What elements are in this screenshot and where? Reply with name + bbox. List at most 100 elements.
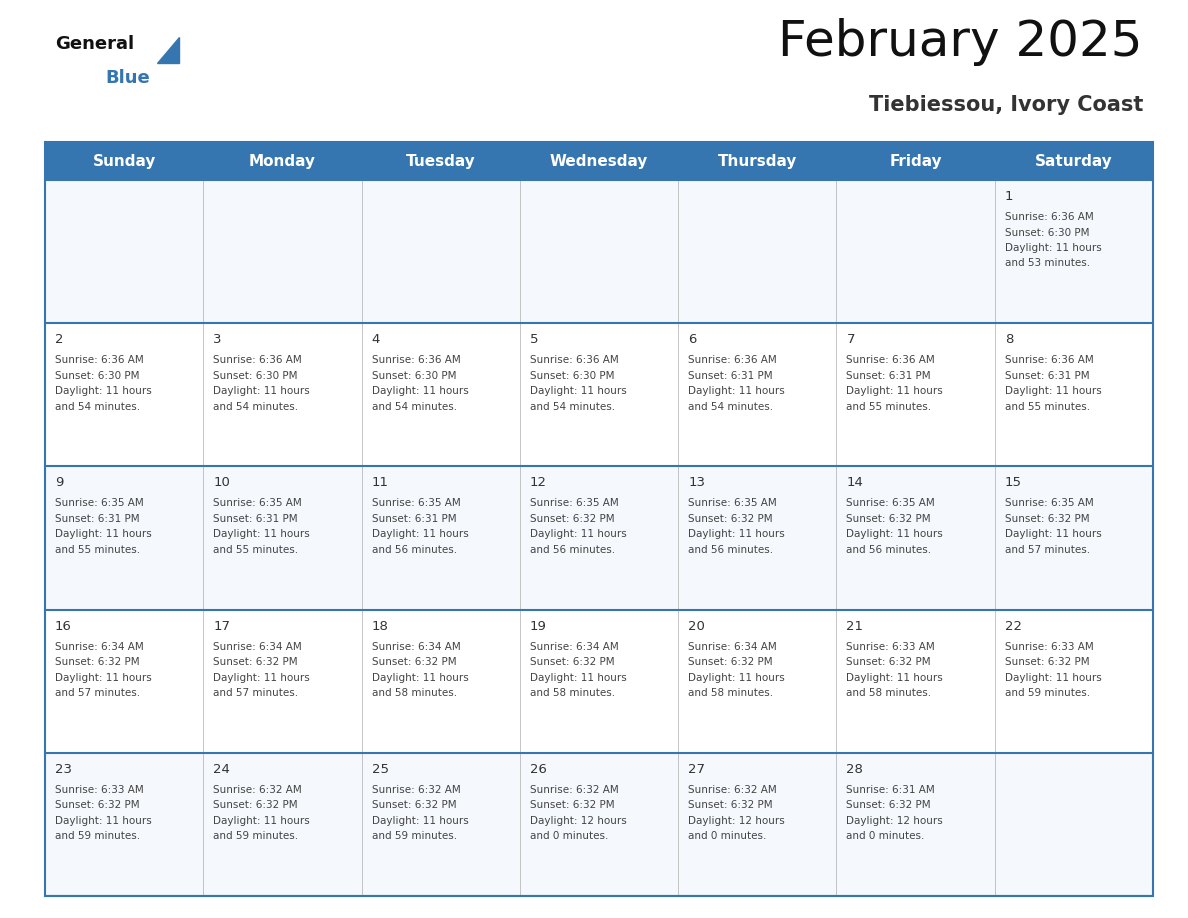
Text: 12: 12 (530, 476, 546, 489)
Text: Daylight: 11 hours: Daylight: 11 hours (1005, 386, 1101, 397)
Text: Sunset: 6:31 PM: Sunset: 6:31 PM (846, 371, 931, 381)
Text: Blue: Blue (105, 69, 150, 87)
Bar (45, 610, 1154, 753)
Text: and 54 minutes.: and 54 minutes. (688, 402, 773, 411)
Text: Sunrise: 6:35 AM: Sunrise: 6:35 AM (214, 498, 302, 509)
Text: Daylight: 11 hours: Daylight: 11 hours (55, 816, 152, 826)
Text: Sunrise: 6:35 AM: Sunrise: 6:35 AM (688, 498, 777, 509)
Text: Daylight: 11 hours: Daylight: 11 hours (372, 386, 468, 397)
Text: Friday: Friday (890, 153, 942, 169)
Text: Daylight: 11 hours: Daylight: 11 hours (372, 816, 468, 826)
Text: Sunrise: 6:35 AM: Sunrise: 6:35 AM (372, 498, 460, 509)
Text: 17: 17 (214, 620, 230, 633)
Text: Sunset: 6:32 PM: Sunset: 6:32 PM (846, 657, 931, 667)
Text: Sunrise: 6:34 AM: Sunrise: 6:34 AM (214, 642, 302, 652)
Text: Sunrise: 6:36 AM: Sunrise: 6:36 AM (214, 355, 302, 365)
Text: 25: 25 (372, 763, 388, 776)
Text: Sunset: 6:30 PM: Sunset: 6:30 PM (1005, 228, 1089, 238)
Text: Daylight: 11 hours: Daylight: 11 hours (372, 673, 468, 683)
Bar (45, 753, 1154, 896)
Text: Sunset: 6:32 PM: Sunset: 6:32 PM (688, 657, 772, 667)
Text: Daylight: 11 hours: Daylight: 11 hours (214, 386, 310, 397)
Text: Sunrise: 6:34 AM: Sunrise: 6:34 AM (530, 642, 619, 652)
Text: Sunset: 6:30 PM: Sunset: 6:30 PM (372, 371, 456, 381)
Text: Daylight: 11 hours: Daylight: 11 hours (846, 673, 943, 683)
Text: and 55 minutes.: and 55 minutes. (55, 545, 140, 554)
Text: Daylight: 11 hours: Daylight: 11 hours (846, 386, 943, 397)
Text: Sunrise: 6:36 AM: Sunrise: 6:36 AM (1005, 212, 1093, 222)
Text: Sunrise: 6:35 AM: Sunrise: 6:35 AM (55, 498, 144, 509)
Text: and 54 minutes.: and 54 minutes. (214, 402, 298, 411)
Text: 23: 23 (55, 763, 72, 776)
Text: 3: 3 (214, 333, 222, 346)
Text: Sunrise: 6:32 AM: Sunrise: 6:32 AM (530, 785, 619, 795)
Text: and 54 minutes.: and 54 minutes. (372, 402, 456, 411)
Text: Sunset: 6:32 PM: Sunset: 6:32 PM (55, 657, 140, 667)
Text: Daylight: 11 hours: Daylight: 11 hours (846, 530, 943, 540)
Text: 7: 7 (846, 333, 855, 346)
Text: and 55 minutes.: and 55 minutes. (846, 402, 931, 411)
Text: Sunrise: 6:31 AM: Sunrise: 6:31 AM (846, 785, 935, 795)
Text: Sunrise: 6:34 AM: Sunrise: 6:34 AM (372, 642, 460, 652)
Text: 28: 28 (846, 763, 864, 776)
Text: Sunset: 6:32 PM: Sunset: 6:32 PM (530, 514, 614, 524)
Text: 9: 9 (55, 476, 63, 489)
Text: 10: 10 (214, 476, 230, 489)
Text: and 56 minutes.: and 56 minutes. (688, 545, 773, 554)
Text: and 55 minutes.: and 55 minutes. (214, 545, 298, 554)
Text: Daylight: 11 hours: Daylight: 11 hours (372, 530, 468, 540)
Text: Sunset: 6:32 PM: Sunset: 6:32 PM (846, 800, 931, 811)
Text: 8: 8 (1005, 333, 1013, 346)
Text: Sunset: 6:31 PM: Sunset: 6:31 PM (1005, 371, 1089, 381)
Text: Sunset: 6:32 PM: Sunset: 6:32 PM (55, 800, 140, 811)
Text: Sunrise: 6:34 AM: Sunrise: 6:34 AM (688, 642, 777, 652)
Text: and 0 minutes.: and 0 minutes. (530, 832, 608, 841)
Text: Daylight: 11 hours: Daylight: 11 hours (1005, 673, 1101, 683)
Text: and 54 minutes.: and 54 minutes. (530, 402, 615, 411)
Text: 24: 24 (214, 763, 230, 776)
Text: Sunrise: 6:32 AM: Sunrise: 6:32 AM (688, 785, 777, 795)
Text: and 59 minutes.: and 59 minutes. (372, 832, 456, 841)
Text: and 59 minutes.: and 59 minutes. (214, 832, 298, 841)
Text: 26: 26 (530, 763, 546, 776)
Text: 6: 6 (688, 333, 696, 346)
Text: February 2025: February 2025 (778, 18, 1143, 66)
Text: 21: 21 (846, 620, 864, 633)
Text: 18: 18 (372, 620, 388, 633)
Text: 1: 1 (1005, 190, 1013, 203)
Text: Sunrise: 6:33 AM: Sunrise: 6:33 AM (55, 785, 144, 795)
Text: Sunset: 6:31 PM: Sunset: 6:31 PM (688, 371, 772, 381)
Text: Sunrise: 6:36 AM: Sunrise: 6:36 AM (846, 355, 935, 365)
Text: Wednesday: Wednesday (550, 153, 649, 169)
Text: Monday: Monday (249, 153, 316, 169)
Text: and 58 minutes.: and 58 minutes. (846, 688, 931, 698)
Text: Tiebiessou, Ivory Coast: Tiebiessou, Ivory Coast (868, 95, 1143, 115)
Text: Sunrise: 6:36 AM: Sunrise: 6:36 AM (372, 355, 460, 365)
Text: Sunrise: 6:34 AM: Sunrise: 6:34 AM (55, 642, 144, 652)
Text: and 58 minutes.: and 58 minutes. (530, 688, 615, 698)
Text: Sunrise: 6:36 AM: Sunrise: 6:36 AM (688, 355, 777, 365)
Text: Sunset: 6:30 PM: Sunset: 6:30 PM (55, 371, 139, 381)
Bar (45, 142, 1154, 180)
Text: Sunset: 6:32 PM: Sunset: 6:32 PM (372, 657, 456, 667)
Text: Daylight: 11 hours: Daylight: 11 hours (530, 386, 626, 397)
Text: Sunset: 6:32 PM: Sunset: 6:32 PM (688, 514, 772, 524)
Text: Sunset: 6:32 PM: Sunset: 6:32 PM (1005, 514, 1089, 524)
Bar (45, 323, 1154, 466)
Text: 16: 16 (55, 620, 72, 633)
Text: 11: 11 (372, 476, 388, 489)
Text: Daylight: 11 hours: Daylight: 11 hours (55, 530, 152, 540)
Polygon shape (157, 37, 179, 63)
Text: Sunday: Sunday (93, 153, 156, 169)
Text: Sunrise: 6:32 AM: Sunrise: 6:32 AM (214, 785, 302, 795)
Text: Sunset: 6:32 PM: Sunset: 6:32 PM (372, 800, 456, 811)
Text: Daylight: 11 hours: Daylight: 11 hours (214, 673, 310, 683)
Text: Sunrise: 6:33 AM: Sunrise: 6:33 AM (846, 642, 935, 652)
Text: Sunset: 6:32 PM: Sunset: 6:32 PM (846, 514, 931, 524)
Text: Sunset: 6:32 PM: Sunset: 6:32 PM (214, 800, 298, 811)
Text: Sunset: 6:31 PM: Sunset: 6:31 PM (55, 514, 140, 524)
Text: Daylight: 11 hours: Daylight: 11 hours (1005, 530, 1101, 540)
Text: Daylight: 11 hours: Daylight: 11 hours (55, 386, 152, 397)
Text: Sunset: 6:32 PM: Sunset: 6:32 PM (214, 657, 298, 667)
Text: and 53 minutes.: and 53 minutes. (1005, 259, 1089, 268)
